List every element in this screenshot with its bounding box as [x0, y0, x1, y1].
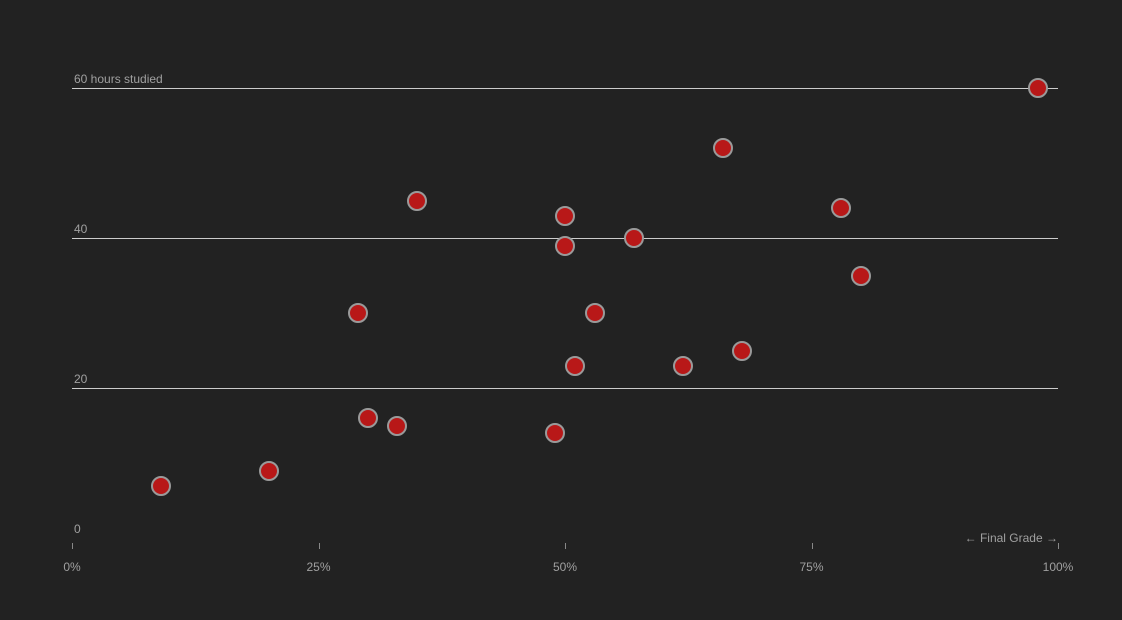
x-tick-label: 75% [799, 560, 823, 574]
y-tick-label: 0 [74, 522, 81, 536]
scatter-point [851, 266, 871, 286]
y-gridline [72, 388, 1058, 389]
x-tick-mark [565, 543, 566, 549]
x-axis-label: ← Final Grade → [965, 531, 1058, 545]
scatter-point [831, 198, 851, 218]
x-tick-label: 25% [306, 560, 330, 574]
scatter-point [624, 228, 644, 248]
scatter-point [259, 461, 279, 481]
scatter-point [585, 303, 605, 323]
x-tick-mark [1058, 543, 1059, 549]
scatter-point [565, 356, 585, 376]
scatter-point [387, 416, 407, 436]
y-tick-label: 20 [74, 372, 87, 386]
scatter-point [713, 138, 733, 158]
scatter-point [151, 476, 171, 496]
scatter-point [407, 191, 427, 211]
scatter-point [555, 206, 575, 226]
y-gridline [72, 88, 1058, 89]
scatter-chart: 0 20 40 60 hours studied 0% 25% 50% 75% 100% ← Fi… [0, 0, 1122, 620]
x-tick-label: 0% [63, 560, 80, 574]
x-tick-mark [812, 543, 813, 549]
scatter-point [732, 341, 752, 361]
scatter-point [348, 303, 368, 323]
scatter-point [358, 408, 378, 428]
y-tick-label: 40 [74, 222, 87, 236]
scatter-point [1028, 78, 1048, 98]
x-tick-label: 100% [1043, 560, 1074, 574]
scatter-point [673, 356, 693, 376]
scatter-point [555, 236, 575, 256]
x-tick-mark [319, 543, 320, 549]
y-tick-label: 60 hours studied [74, 72, 163, 86]
x-tick-mark [72, 543, 73, 549]
scatter-point [545, 423, 565, 443]
plot-area: 0204060 hours studied0%25%50%75%100%← Fi… [72, 88, 1058, 538]
x-tick-label: 50% [553, 560, 577, 574]
